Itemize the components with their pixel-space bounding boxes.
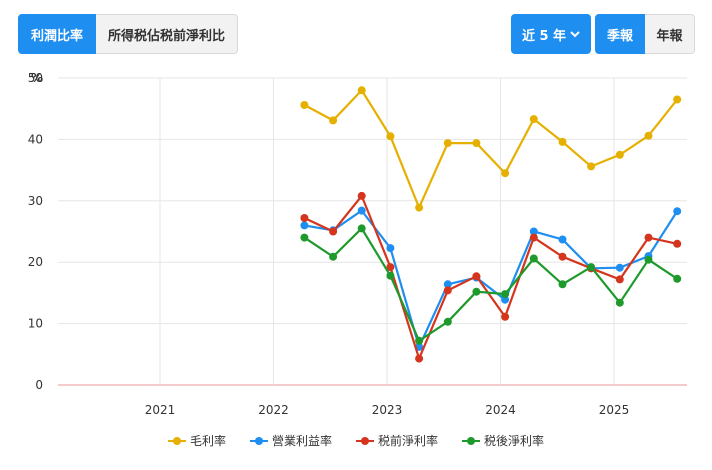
y-tick-label: 0 bbox=[35, 378, 43, 392]
range-label: 近 5 年 bbox=[521, 28, 567, 44]
tab-annual[interactable]: 年報 bbox=[645, 14, 695, 54]
data-point[interactable] bbox=[300, 214, 309, 222]
legend-marker bbox=[356, 436, 374, 446]
data-point[interactable] bbox=[300, 221, 309, 230]
data-point[interactable] bbox=[501, 290, 510, 299]
data-point[interactable] bbox=[300, 101, 309, 109]
data-point[interactable] bbox=[443, 286, 452, 295]
data-point[interactable] bbox=[415, 203, 424, 212]
legend-marker bbox=[249, 436, 268, 446]
data-point[interactable] bbox=[357, 206, 366, 215]
x-tick-label: 2024 bbox=[485, 403, 516, 417]
data-point[interactable] bbox=[386, 263, 395, 272]
x-tick-label: 2021 bbox=[145, 403, 176, 417]
data-point[interactable] bbox=[329, 227, 338, 236]
series-line bbox=[303, 88, 679, 211]
chevron-down-icon bbox=[570, 31, 580, 38]
tab-tax-ratio[interactable]: 所得税佔税前淨利比 bbox=[96, 14, 239, 54]
data-point[interactable] bbox=[673, 239, 682, 248]
x-tick-label: 2023 bbox=[372, 403, 403, 417]
data-point[interactable] bbox=[415, 354, 424, 363]
series-2 bbox=[300, 191, 682, 363]
data-point[interactable] bbox=[558, 280, 567, 289]
y-unit-label: % bbox=[31, 71, 43, 85]
data-point[interactable] bbox=[615, 275, 624, 284]
legend-label: 營業利益率 bbox=[271, 434, 332, 448]
ratio-type-tabs: 利潤比率 所得税佔税前淨利比 bbox=[18, 14, 239, 54]
range-dropdown-button[interactable]: 近 5 年 bbox=[511, 14, 591, 54]
data-point[interactable] bbox=[386, 132, 395, 141]
series-line bbox=[303, 193, 678, 362]
data-point[interactable] bbox=[357, 86, 366, 95]
series-0 bbox=[300, 86, 682, 212]
data-point[interactable] bbox=[587, 263, 596, 272]
data-point[interactable] bbox=[644, 233, 653, 242]
legend-item[interactable]: 税前淨利率 bbox=[356, 432, 438, 449]
data-point[interactable] bbox=[558, 137, 567, 146]
data-point[interactable] bbox=[529, 254, 538, 263]
legend-item[interactable]: 毛利率 bbox=[167, 432, 226, 449]
y-tick-label: 40 bbox=[28, 132, 43, 146]
legend-marker bbox=[167, 436, 186, 446]
data-point[interactable] bbox=[501, 295, 510, 304]
data-point[interactable] bbox=[615, 263, 624, 272]
data-point[interactable] bbox=[529, 115, 538, 124]
series-3 bbox=[300, 224, 682, 345]
data-point[interactable] bbox=[644, 255, 653, 264]
data-point[interactable] bbox=[615, 298, 624, 307]
tab-quarterly[interactable]: 季報 bbox=[595, 14, 645, 54]
series-1 bbox=[300, 206, 682, 351]
data-point[interactable] bbox=[329, 252, 338, 261]
data-point[interactable] bbox=[357, 224, 366, 233]
data-point[interactable] bbox=[673, 207, 682, 216]
x-tick-label: 2025 bbox=[599, 403, 630, 417]
data-point[interactable] bbox=[644, 131, 653, 140]
data-point[interactable] bbox=[386, 244, 395, 253]
period-tabs: 季報 年報 bbox=[595, 14, 695, 54]
y-tick-label: 50 bbox=[28, 71, 43, 85]
data-point[interactable] bbox=[529, 227, 538, 236]
tab-profit-ratio[interactable]: 利潤比率 bbox=[18, 14, 97, 54]
y-tick-label: 20 bbox=[28, 255, 43, 269]
legend-marker bbox=[462, 436, 481, 446]
data-point[interactable] bbox=[415, 336, 424, 345]
legend-label: 毛利率 bbox=[189, 434, 226, 448]
data-point[interactable] bbox=[472, 287, 481, 296]
data-point[interactable] bbox=[300, 233, 309, 242]
data-point[interactable] bbox=[386, 271, 395, 280]
y-tick-label: 30 bbox=[28, 194, 43, 208]
legend-label: 税後淨利率 bbox=[484, 434, 545, 448]
chart-legend: 毛利率 營業利益率 税前淨利率 税後淨利率 bbox=[0, 432, 712, 449]
data-point[interactable] bbox=[443, 280, 452, 289]
data-point[interactable] bbox=[501, 169, 510, 178]
x-tick-label: 2022 bbox=[258, 403, 289, 417]
data-point[interactable] bbox=[673, 274, 682, 283]
data-point[interactable] bbox=[587, 162, 596, 171]
data-point[interactable] bbox=[443, 139, 452, 148]
series-line bbox=[303, 226, 678, 343]
series-line bbox=[304, 209, 679, 351]
legend-label: 税前淨利率 bbox=[378, 434, 439, 448]
data-point[interactable] bbox=[673, 95, 682, 104]
data-point[interactable] bbox=[501, 312, 510, 321]
y-tick-label: 10 bbox=[28, 317, 43, 331]
data-point[interactable] bbox=[615, 150, 624, 159]
data-point[interactable] bbox=[529, 233, 538, 242]
data-point[interactable] bbox=[472, 272, 481, 281]
data-point[interactable] bbox=[357, 191, 366, 200]
legend-item[interactable]: 營業利益率 bbox=[249, 432, 332, 449]
data-point[interactable] bbox=[558, 235, 567, 244]
data-point[interactable] bbox=[443, 317, 452, 326]
legend-item[interactable]: 税後淨利率 bbox=[462, 432, 544, 449]
data-point[interactable] bbox=[558, 252, 567, 261]
data-point[interactable] bbox=[472, 139, 481, 148]
data-point[interactable] bbox=[329, 116, 338, 125]
profit-ratio-chart: 0 10 20 30 40 50% 2021 2022 2023 2024 2025 bbox=[28, 71, 687, 417]
